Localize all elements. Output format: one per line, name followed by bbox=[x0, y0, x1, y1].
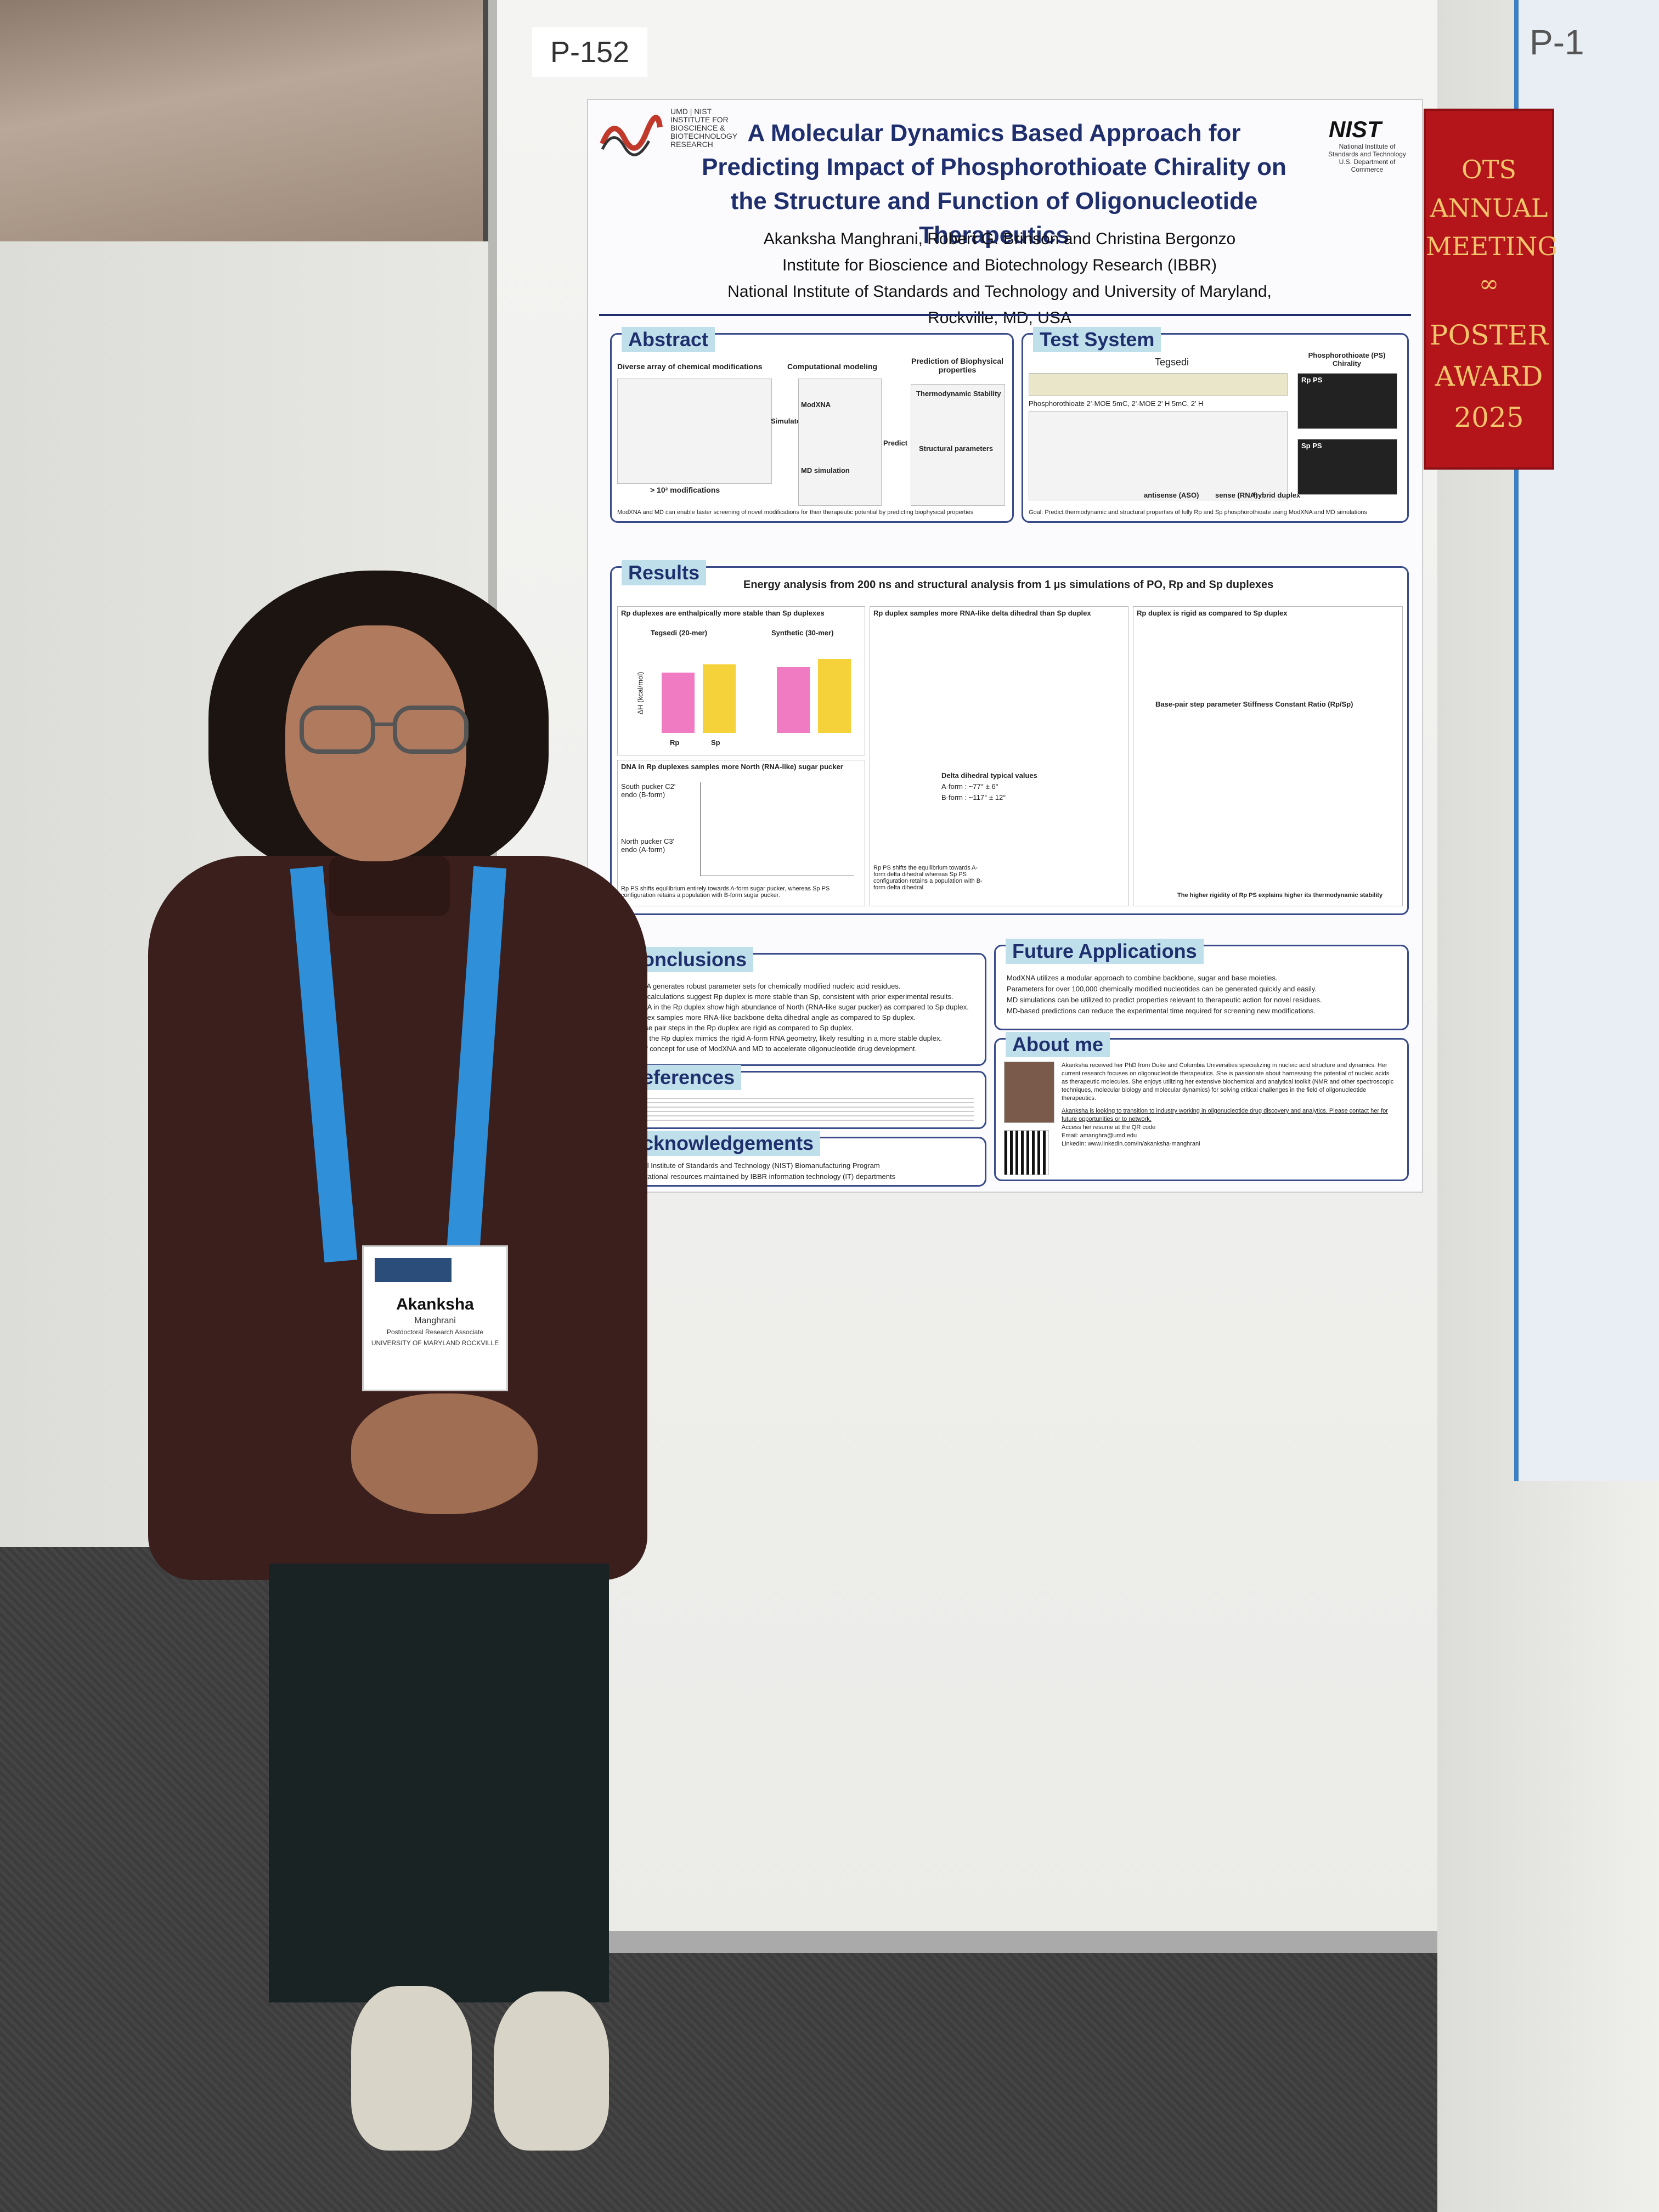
badge-organization: UNIVERSITY OF MARYLAND ROCKVILLE bbox=[371, 1339, 499, 1347]
tegsedi-bar-chart bbox=[656, 645, 744, 733]
about-me-text: Akanksha received her PhD from Duke and … bbox=[1062, 1062, 1394, 1147]
tegsedi-sp-bar bbox=[703, 664, 736, 733]
poster-award-ribbon: OTS ANNUAL MEETING ∞ POSTER AWARD 2025 bbox=[1424, 109, 1558, 470]
wood-panel-background bbox=[0, 0, 483, 241]
conclusions-list: ModXNA generates robust parameter sets f… bbox=[623, 982, 969, 1053]
results-title: Results bbox=[622, 560, 707, 585]
left-shoe bbox=[351, 1986, 472, 2151]
modifications-figure bbox=[617, 379, 772, 484]
enthalpy-panel: Rp duplexes are enthalpically more stabl… bbox=[617, 606, 865, 755]
resume-qr-code-icon bbox=[1004, 1130, 1049, 1175]
research-poster: UMD | NIST INSTITUTE FOR BIOSCIENCE & BI… bbox=[587, 99, 1423, 1193]
duplex-schematic-figure bbox=[1029, 411, 1288, 500]
name-badge: Akanksha Manghrani Postdoctoral Research… bbox=[362, 1245, 508, 1391]
sequence-figure bbox=[1029, 373, 1288, 396]
references-section: References bbox=[610, 1065, 986, 1129]
poster-number-label: P-152 bbox=[532, 27, 647, 77]
event-logo-icon bbox=[375, 1258, 452, 1282]
badge-surname: Manghrani bbox=[414, 1316, 456, 1325]
person-face bbox=[285, 625, 466, 861]
header-divider bbox=[599, 314, 1411, 316]
computational-modeling-figure bbox=[798, 379, 882, 506]
eyeglasses-icon bbox=[300, 706, 469, 754]
delta-dihedral-panel: Rp duplex samples more RNA-like delta di… bbox=[870, 606, 1128, 906]
ornament-icon: ∞ bbox=[1479, 270, 1499, 298]
results-section: Results Energy analysis from 200 ns and … bbox=[610, 560, 1409, 915]
synthetic-bar-chart bbox=[771, 645, 859, 733]
ibbr-logo-icon bbox=[600, 115, 663, 156]
author-photo bbox=[1004, 1062, 1054, 1123]
turtleneck-collar bbox=[329, 856, 450, 916]
conclusions-section: Conclusions ModXNA generates robust para… bbox=[610, 947, 986, 1066]
rigidity-panel: Rp duplex is rigid as compared to Sp dup… bbox=[1133, 606, 1403, 906]
test-system-section: Test System Tegsedi Phosphorothioate (PS… bbox=[1022, 327, 1409, 523]
badge-role: Postdoctoral Research Associate bbox=[386, 1328, 484, 1336]
synthetic-rp-bar bbox=[777, 667, 810, 733]
person-pants bbox=[269, 1564, 609, 2002]
sugar-pucker-panel: DNA in Rp duplexes samples more North (R… bbox=[617, 760, 865, 906]
neighbor-poster-label: P-1 bbox=[1530, 22, 1584, 62]
future-applications-section: Future Applications ModXNA utilizes a mo… bbox=[994, 939, 1409, 1030]
synthetic-sp-bar bbox=[818, 659, 851, 733]
poster-title: A Molecular Dynamics Based Approach for … bbox=[702, 120, 1286, 249]
abstract-section: Abstract Diverse array of chemical modif… bbox=[610, 327, 1014, 523]
nist-logo-subtitle: National Institute of Standards and Tech… bbox=[1328, 143, 1406, 173]
future-applications-title: Future Applications bbox=[1006, 939, 1204, 964]
nist-logo: NIST bbox=[1329, 116, 1381, 142]
poster-authors: Akanksha Manghrani, Robert G. Brinson an… bbox=[727, 230, 1272, 327]
badge-name: Akanksha bbox=[396, 1295, 474, 1313]
abstract-title: Abstract bbox=[622, 327, 715, 352]
acknowledgements-list: National Institute of Standards and Tech… bbox=[623, 1161, 896, 1181]
pucker-bar-chart bbox=[700, 782, 854, 876]
about-me-title: About me bbox=[1006, 1032, 1110, 1057]
future-applications-list: ModXNA utilizes a modular approach to co… bbox=[1007, 974, 1322, 1015]
test-system-title: Test System bbox=[1033, 327, 1161, 352]
poster-board-base bbox=[592, 1931, 1437, 1953]
person-hands bbox=[351, 1393, 538, 1514]
references-text-block bbox=[623, 1094, 974, 1122]
ibbr-logo-text: UMD | NIST INSTITUTE FOR BIOSCIENCE & BI… bbox=[670, 107, 738, 149]
about-me-section: About me Akanksha received her PhD from … bbox=[994, 1032, 1409, 1181]
tegsedi-rp-bar bbox=[662, 673, 695, 733]
acknowledgements-title: Acknowledgements bbox=[622, 1131, 821, 1156]
biophysical-properties-figure bbox=[911, 384, 1005, 506]
acknowledgements-section: Acknowledgements National Institute of S… bbox=[610, 1131, 986, 1187]
right-shoe bbox=[494, 1991, 609, 2151]
poster-header: UMD | NIST INSTITUTE FOR BIOSCIENCE & BI… bbox=[588, 100, 1422, 327]
rp-ps-structure-figure: Rp PS bbox=[1297, 373, 1397, 429]
sp-ps-structure-figure: Sp PS bbox=[1297, 439, 1397, 495]
